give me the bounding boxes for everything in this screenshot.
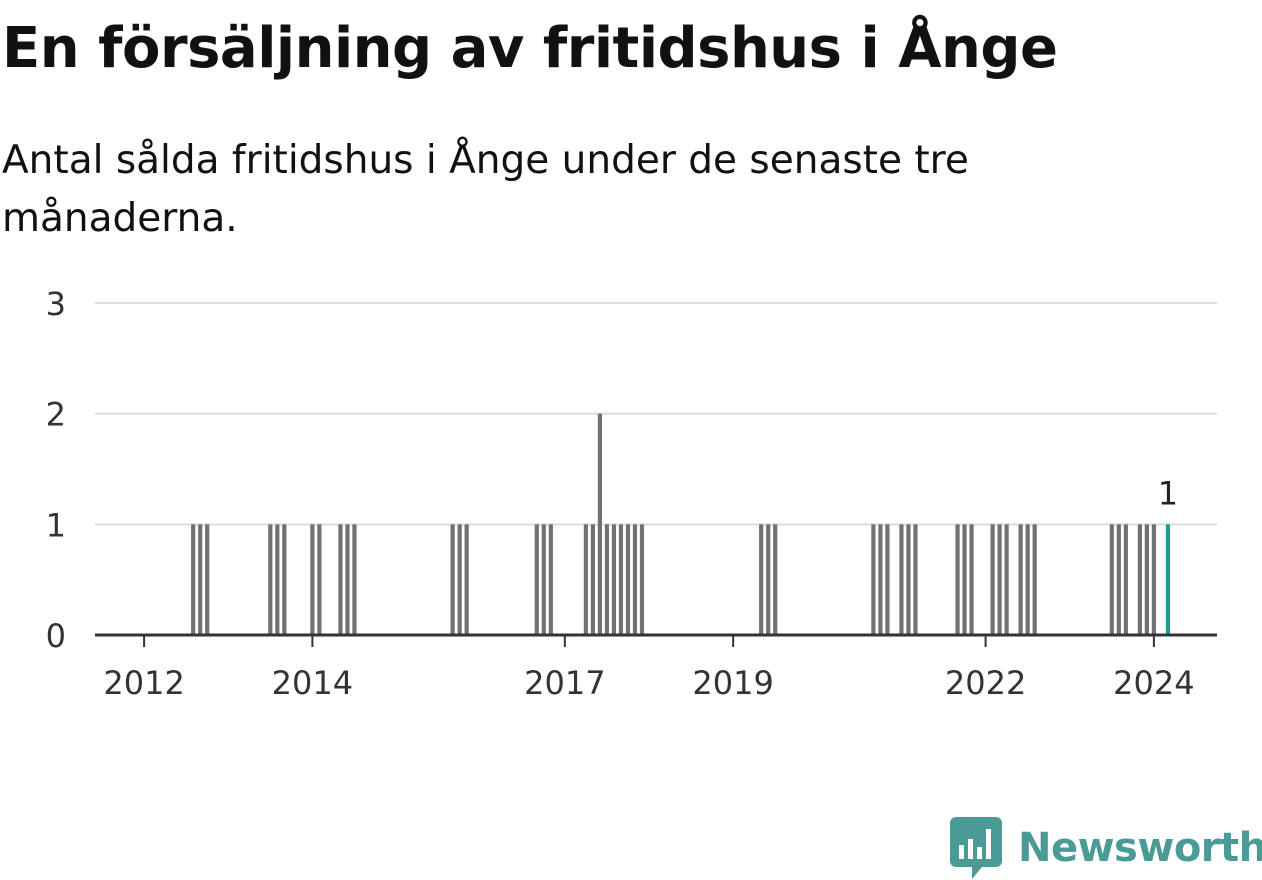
newsworthy-logo: Newsworthy	[950, 816, 1262, 880]
bar	[913, 524, 918, 635]
bar	[191, 524, 196, 635]
bar	[773, 524, 778, 635]
bar	[604, 524, 610, 635]
bar	[899, 524, 904, 635]
bar	[997, 524, 1002, 635]
bar	[450, 524, 455, 635]
chart-subtitle: Antal sålda fritidshus i Ånge under de s…	[2, 138, 969, 241]
bar	[205, 524, 210, 635]
bar	[885, 524, 890, 635]
bar	[1123, 524, 1128, 635]
x-tick-label: 2017	[524, 664, 605, 702]
bar	[590, 524, 595, 635]
bar	[1116, 524, 1121, 635]
bar	[1144, 524, 1149, 635]
y-tick-label: 1	[46, 506, 66, 544]
bar	[639, 524, 645, 635]
y-tick-label: 2	[46, 396, 66, 434]
bar	[1032, 524, 1037, 635]
bar	[275, 524, 280, 635]
bar	[541, 524, 546, 635]
chart-title: En försäljning av fritidshus i Ånge	[2, 16, 1058, 81]
bar	[1025, 524, 1030, 635]
bar	[282, 524, 287, 635]
data-label: 1	[1158, 474, 1178, 512]
bar	[345, 524, 350, 635]
bar	[1137, 524, 1142, 635]
x-tick-label: 2012	[103, 664, 184, 702]
y-tick-label: 0	[46, 617, 66, 655]
brand-name: Newsworthy	[1018, 825, 1262, 871]
bar	[534, 524, 539, 635]
bar	[990, 524, 995, 635]
bar	[955, 524, 960, 635]
bar	[457, 524, 462, 635]
bar	[766, 524, 771, 635]
bar	[583, 524, 588, 635]
bar	[1018, 524, 1023, 635]
bar	[969, 524, 974, 635]
x-tick-label: 2014	[272, 664, 353, 702]
x-tick-label: 2019	[692, 664, 773, 702]
bar	[878, 524, 883, 635]
bar	[597, 413, 602, 635]
bar	[1004, 524, 1009, 635]
bar	[198, 524, 203, 635]
bar	[548, 524, 553, 635]
bar	[632, 524, 638, 635]
x-tick-label: 2022	[945, 664, 1026, 702]
bar	[352, 524, 357, 635]
newsworthy-logo-icon	[950, 817, 1002, 879]
bar	[338, 524, 343, 635]
bar	[464, 524, 469, 635]
bar	[268, 524, 273, 635]
x-tick-label: 2024	[1113, 664, 1194, 702]
bar	[871, 524, 876, 635]
bar	[618, 524, 624, 635]
bar	[317, 524, 322, 635]
bar	[1151, 524, 1156, 635]
y-tick-label: 3	[46, 285, 66, 323]
bar	[611, 524, 617, 635]
bar	[759, 524, 764, 635]
bar	[1109, 524, 1114, 635]
bar	[962, 524, 967, 635]
bar	[906, 524, 911, 635]
highlighted-bar	[1165, 524, 1171, 635]
bar	[625, 524, 631, 635]
bar	[310, 524, 315, 635]
